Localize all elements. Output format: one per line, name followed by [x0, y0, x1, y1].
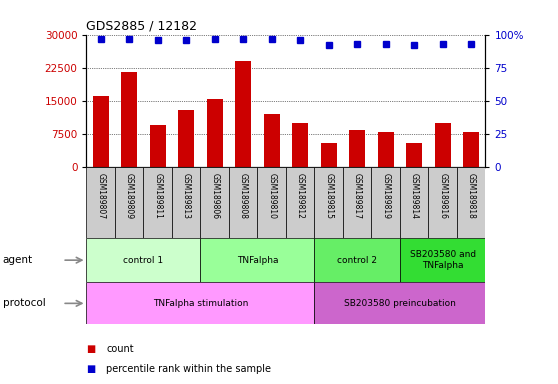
Text: GSM189818: GSM189818: [466, 173, 476, 218]
Bar: [406, 143, 422, 167]
Text: control 2: control 2: [337, 256, 377, 265]
Bar: [457, 167, 485, 238]
Bar: [435, 123, 450, 167]
Bar: [400, 238, 485, 282]
Bar: [378, 132, 393, 167]
Bar: [315, 282, 485, 324]
Bar: [349, 129, 365, 167]
Bar: [321, 143, 336, 167]
Bar: [463, 132, 479, 167]
Bar: [200, 238, 315, 282]
Text: GSM189812: GSM189812: [296, 173, 305, 218]
Bar: [372, 167, 400, 238]
Bar: [235, 61, 251, 167]
Text: TNFalpha stimulation: TNFalpha stimulation: [153, 299, 248, 308]
Bar: [257, 167, 286, 238]
Bar: [400, 167, 429, 238]
Text: GSM189807: GSM189807: [96, 173, 105, 219]
Bar: [115, 167, 143, 238]
Text: GSM189809: GSM189809: [125, 173, 134, 219]
Text: control 1: control 1: [123, 256, 163, 265]
Text: SB203580 preincubation: SB203580 preincubation: [344, 299, 456, 308]
Bar: [315, 238, 400, 282]
Bar: [207, 99, 223, 167]
Bar: [292, 123, 308, 167]
Text: percentile rank within the sample: percentile rank within the sample: [106, 364, 271, 374]
Bar: [343, 167, 372, 238]
Bar: [229, 167, 257, 238]
Text: ■: ■: [86, 344, 96, 354]
Text: GSM189819: GSM189819: [381, 173, 390, 219]
Text: GSM189806: GSM189806: [210, 173, 219, 219]
Bar: [86, 282, 315, 324]
Text: ■: ■: [86, 364, 96, 374]
Bar: [286, 167, 315, 238]
Bar: [150, 125, 166, 167]
Bar: [86, 238, 200, 282]
Bar: [86, 167, 115, 238]
Text: TNFalpha: TNFalpha: [237, 256, 278, 265]
Text: GDS2885 / 12182: GDS2885 / 12182: [86, 19, 198, 32]
Text: GSM189815: GSM189815: [324, 173, 333, 219]
Bar: [172, 167, 200, 238]
Bar: [429, 167, 457, 238]
Bar: [264, 114, 280, 167]
Bar: [122, 72, 137, 167]
Text: protocol: protocol: [3, 298, 46, 308]
Text: GSM189808: GSM189808: [239, 173, 248, 219]
Text: GSM189816: GSM189816: [438, 173, 447, 219]
Bar: [200, 167, 229, 238]
Bar: [315, 167, 343, 238]
Bar: [179, 110, 194, 167]
Text: count: count: [106, 344, 134, 354]
Text: SB203580 and
TNFalpha: SB203580 and TNFalpha: [410, 250, 476, 270]
Bar: [143, 167, 172, 238]
Text: GSM189810: GSM189810: [267, 173, 276, 219]
Text: agent: agent: [3, 255, 33, 265]
Text: GSM189813: GSM189813: [182, 173, 191, 219]
Text: GSM189811: GSM189811: [153, 173, 162, 218]
Text: GSM189814: GSM189814: [410, 173, 418, 219]
Bar: [93, 96, 109, 167]
Text: GSM189817: GSM189817: [353, 173, 362, 219]
